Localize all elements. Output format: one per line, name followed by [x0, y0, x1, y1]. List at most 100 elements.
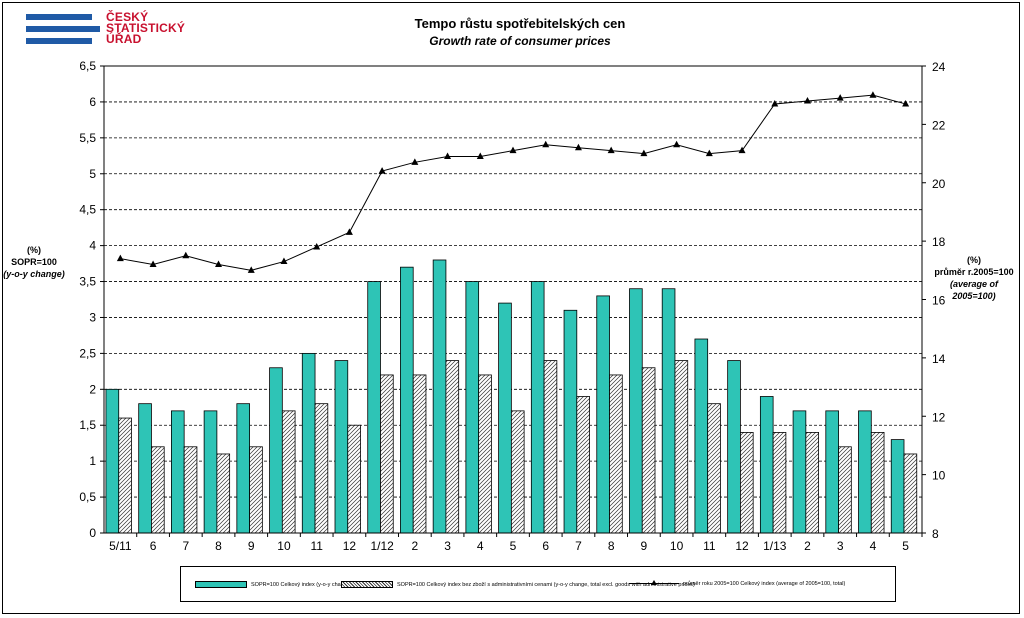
chart-title: Tempo růstu spotřebitelských cen: [414, 16, 626, 31]
left-tick-label: 1: [89, 454, 96, 468]
bar-excl-admin: [903, 453, 918, 534]
line-point: [542, 140, 550, 148]
right-axis-label-line-3: (average of 2005=100): [949, 279, 999, 301]
right-tick-label: 16: [932, 294, 946, 308]
bar-total: [432, 259, 447, 534]
legend-swatch-total: [195, 581, 247, 588]
bar-total: [105, 388, 120, 534]
bar-excl-admin: [870, 432, 885, 534]
line-point: [803, 97, 811, 104]
x-tick-label: 1/12: [370, 539, 394, 553]
line-point: [444, 152, 452, 159]
bar-excl-admin: [510, 410, 525, 534]
right-tick-label: 22: [932, 118, 946, 132]
legend-label-total: SOPR=100 Celkový index (y-o-y change, to…: [251, 581, 366, 588]
x-tick-label: 3: [837, 539, 844, 553]
bar-excl-admin: [641, 367, 656, 534]
bar-excl-admin: [674, 360, 689, 534]
x-tick-label: 2: [804, 539, 811, 553]
bar-excl-admin: [445, 360, 460, 534]
left-axis-label: (%) SOPR=100 (y-o-y change): [0, 244, 68, 280]
csu-logo: ČESKÝ STATISTICKÝ ÚŘAD: [26, 10, 196, 46]
bar-total: [890, 439, 905, 534]
line-point: [280, 257, 288, 265]
line-point: [116, 254, 124, 262]
bar-total: [858, 410, 872, 534]
line-point: [313, 242, 321, 250]
x-tick-label: 11: [703, 539, 716, 553]
left-tick-label: 0: [89, 526, 96, 540]
left-tick-label: 4,5: [79, 203, 96, 217]
x-tick-label: 7: [182, 539, 189, 553]
line-point: [345, 228, 353, 235]
left-tick-label: 6,5: [79, 59, 96, 73]
left-tick-label: 5,5: [79, 131, 96, 145]
bar-total: [825, 410, 839, 534]
left-tick-label: 0,5: [79, 490, 96, 504]
line-point: [902, 99, 910, 107]
line-point: [869, 91, 877, 98]
left-tick-label: 3: [89, 310, 96, 324]
x-tick-label: 6: [150, 539, 157, 553]
line-point: [673, 140, 681, 148]
right-tick-label: 8: [932, 527, 939, 541]
line-point: [705, 149, 713, 157]
bar-excl-admin: [805, 432, 820, 534]
x-tick-label: 8: [215, 539, 222, 553]
legend-item-total: SOPR=100 Celkový index (y-o-y change, to…: [195, 581, 365, 588]
bar-total: [661, 288, 676, 534]
legend-label-excl: SOPR=100 Celkový index bez zboží s admin…: [397, 581, 695, 588]
line-point: [215, 260, 223, 267]
legend-label-line: průměr roku 2005=100 Celkový index (aver…: [683, 581, 846, 587]
line-point: [574, 143, 582, 151]
line-point: [738, 146, 746, 154]
left-axis-label-line-2: SOPR=100: [11, 257, 57, 267]
x-tick-label: 9: [248, 539, 255, 553]
plot-area-border: [103, 65, 923, 534]
bar-excl-admin: [543, 360, 558, 534]
logo-line-2: STATISTICKÝ: [106, 21, 186, 35]
line-point: [509, 146, 517, 154]
x-tick-label: 7: [575, 539, 582, 553]
line-point: [771, 99, 779, 107]
right-axis-label-line-2: průměr r.2005=100: [934, 267, 1014, 277]
x-tick-label: 6: [542, 539, 549, 553]
legend-item-excl: SOPR=100 Celkový index bez zboží s admin…: [341, 581, 695, 588]
right-axis-label: (%) průměr r.2005=100 (average of 2005=1…: [928, 254, 1020, 302]
x-tick-label: 10: [277, 539, 291, 553]
bar-total: [465, 281, 480, 534]
logo-line-1: ČESKÝ: [106, 10, 149, 24]
right-tick-label: 12: [932, 410, 946, 424]
bar-total: [530, 281, 545, 534]
bar-excl-admin: [347, 424, 361, 534]
right-tick-label: 18: [932, 235, 946, 249]
x-tick-label: 11: [310, 539, 323, 553]
right-tick-label: 20: [932, 177, 946, 191]
bar-total: [236, 403, 251, 534]
bar-excl-admin: [216, 453, 231, 534]
left-tick-label: 2: [89, 382, 96, 396]
bar-excl-admin: [249, 446, 263, 534]
left-tick-label: 5: [89, 167, 96, 181]
bar-excl-admin: [380, 374, 394, 534]
bar-total: [301, 352, 316, 534]
bar-total: [596, 295, 610, 534]
line-point: [411, 158, 419, 165]
legend-swatch-excl: [341, 581, 393, 588]
line-series-average: [120, 94, 906, 271]
x-tick-label: 4: [870, 539, 877, 553]
left-tick-label: 4: [89, 239, 96, 253]
x-tick-label: 5/11: [109, 539, 132, 553]
bar-total: [498, 302, 512, 534]
chart-subtitle: Growth rate of consumer prices: [429, 34, 611, 48]
bar-total: [727, 360, 741, 534]
legend-item-line: průměr roku 2005=100 Celkový index (aver…: [629, 580, 846, 587]
bar-total: [629, 288, 643, 534]
right-tick-label: 10: [932, 469, 946, 483]
bar-excl-admin: [609, 374, 623, 534]
left-axis-label-line-3: (y-o-y change): [3, 269, 65, 279]
x-tick-label: 1/13: [763, 539, 787, 553]
bar-excl-admin: [118, 417, 132, 534]
bar-total: [759, 396, 774, 534]
